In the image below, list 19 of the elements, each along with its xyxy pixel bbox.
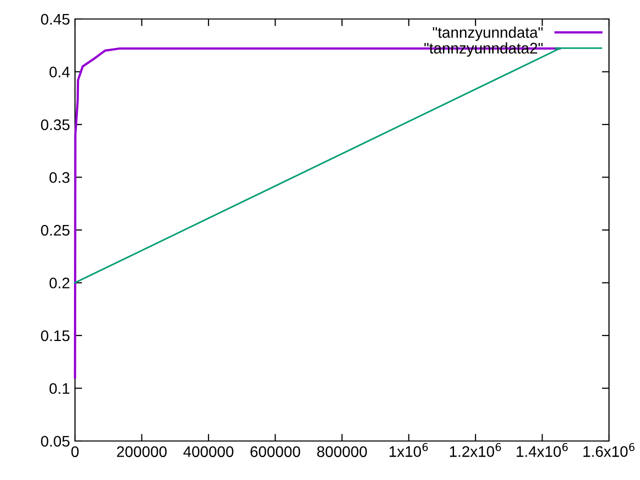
y-tick-label: 0.35 <box>41 119 70 130</box>
x-tick-label: 800000 <box>317 446 367 458</box>
legend-label: "tannzyunndata" <box>432 26 543 41</box>
x-tick-label: 400000 <box>183 446 234 458</box>
y-tick-label: 0.2 <box>50 278 70 288</box>
y-tick-label: 0.05 <box>41 436 70 447</box>
y-tick-label: 0.4 <box>50 66 70 78</box>
x-tick-label: 1.4x10$^{6}$ <box>516 443 568 457</box>
x-tick-label: 1x10$^{6}$ <box>390 443 428 457</box>
y-tick-label: 0.25 <box>41 224 70 236</box>
x-tick-label: 200000 <box>117 446 167 458</box>
y-tick-label: 0.45 <box>41 14 70 25</box>
y-tick-label: 0.3 <box>50 172 70 183</box>
x-tick-label: 1.2x10$^{6}$ <box>450 443 501 457</box>
y-tick-label: 0.1 <box>50 383 70 394</box>
x-tick-label: 1.6x10$^{6}$ <box>584 443 634 457</box>
y-tick-label: 0.15 <box>41 330 70 342</box>
x-tick-label: 600000 <box>250 446 300 458</box>
x-tick-label: 0 <box>71 446 79 458</box>
